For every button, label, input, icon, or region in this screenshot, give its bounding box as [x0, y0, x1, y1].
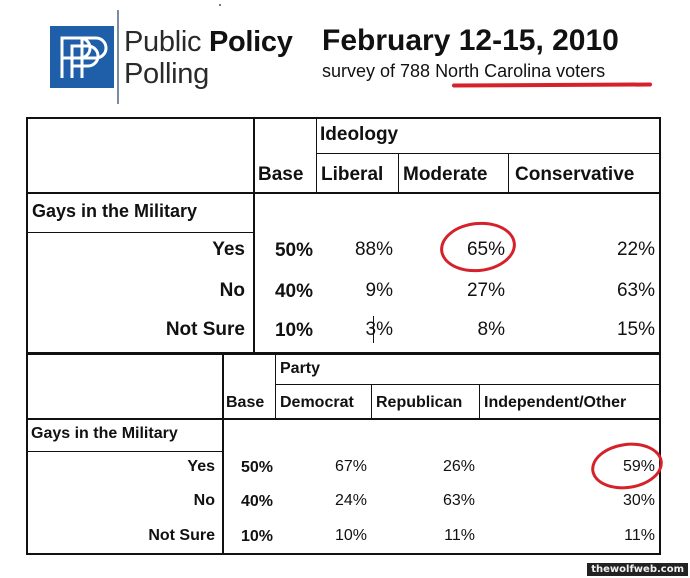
t2-cell: 63%	[442, 492, 475, 509]
t1-cell: 63%	[616, 280, 655, 301]
t1-row-base: 10%	[274, 320, 313, 341]
t2-row-base: 40%	[240, 493, 273, 510]
t1-cell: 15%	[616, 319, 655, 340]
t2-group-label: Party	[280, 360, 321, 377]
t2-row-label: Not Sure	[148, 527, 215, 544]
t1-row-label: No	[219, 280, 245, 301]
stray-dot	[219, 4, 221, 6]
t2-row-base: 50%	[240, 459, 273, 476]
t2-cell: 30%	[622, 492, 655, 509]
t2-col-divider-1	[371, 385, 372, 419]
t2-cell: 67%	[334, 458, 367, 475]
t1-header-rule	[26, 192, 660, 194]
t1-ideology-left	[316, 117, 317, 193]
logo-line1-regular: Public	[124, 26, 209, 58]
t1-cell: 88%	[354, 239, 393, 260]
t1-question-rule	[26, 232, 254, 233]
red-circle-annotation-moderate	[437, 218, 519, 276]
survey-subtitle: survey of 788 North Carolina voters	[322, 61, 605, 82]
t1-top-border	[26, 117, 660, 119]
red-underline-annotation	[451, 82, 653, 88]
t2-row-base: 10%	[240, 528, 273, 545]
t2-base-header: Base	[226, 394, 265, 411]
t1-row-label: Not Sure	[165, 319, 245, 340]
t2-base-divider	[222, 354, 224, 554]
red-circle-annotation-independent	[588, 438, 666, 494]
t2-party-left	[275, 354, 276, 419]
t2-question: Gays in the Military	[31, 425, 178, 442]
t2-col-divider-2	[479, 385, 480, 419]
text-cursor-mark	[373, 316, 374, 343]
t1-cell: 9%	[365, 280, 393, 301]
logo-line2: Polling	[124, 58, 209, 90]
t1-row-base: 40%	[274, 281, 313, 302]
t1-cell: 8%	[477, 319, 505, 340]
t2-party-underline	[275, 384, 660, 385]
t1-bottom-border	[26, 352, 661, 355]
t2-cell: 11%	[444, 527, 475, 544]
logo-divider	[117, 10, 119, 104]
t1-row-base: 50%	[274, 240, 313, 261]
t1-cell: 22%	[616, 239, 655, 260]
t1-base-divider	[253, 117, 255, 353]
t2-right-border	[659, 354, 661, 554]
t2-row-label: No	[193, 492, 215, 509]
t1-base-header: Base	[258, 164, 304, 185]
t1-col-moderate: Moderate	[403, 164, 488, 185]
subtitle-prefix: survey of 788	[322, 61, 436, 81]
t1-left-border	[26, 117, 28, 355]
t2-bottom-border	[26, 553, 661, 555]
t1-question: Gays in the Military	[32, 201, 198, 221]
survey-date-title: February 12-15, 2010	[322, 24, 619, 57]
t2-question-rule	[26, 451, 223, 452]
t1-right-border	[659, 117, 661, 353]
t2-cell: 26%	[442, 458, 475, 475]
t1-col-divider-1	[398, 154, 399, 193]
logo-wordmark: Public Policy Polling	[124, 26, 293, 90]
t2-header-rule	[26, 418, 660, 420]
watermark: thewolfweb.com	[587, 563, 688, 576]
logo-line1-bold: Policy	[208, 26, 293, 58]
t2-left-border	[26, 354, 28, 554]
t2-col-republican: Republican	[376, 394, 463, 411]
t2-col-democrat: Democrat	[280, 394, 354, 411]
t2-cell: 10%	[334, 527, 367, 544]
t1-row-label: Yes	[212, 239, 245, 260]
t2-cell: 59%	[622, 458, 655, 475]
t1-group-label: Ideology	[320, 124, 399, 145]
t1-ideology-underline	[316, 153, 660, 154]
ppp-logo-icon	[50, 26, 114, 88]
t2-cell: 24%	[334, 492, 367, 509]
t1-col-conservative: Conservative	[515, 164, 635, 185]
t1-col-divider-2	[508, 154, 509, 193]
t2-cell: 11%	[624, 527, 655, 544]
t1-col-liberal: Liberal	[321, 164, 384, 185]
t2-row-label: Yes	[187, 458, 215, 475]
t1-cell: 3%	[365, 319, 393, 340]
subtitle-highlight: North Carolina voters	[435, 61, 606, 81]
t1-cell: 27%	[466, 280, 505, 301]
t1-cell: 65%	[466, 239, 505, 260]
t2-col-independent: Independent/Other	[484, 394, 627, 411]
